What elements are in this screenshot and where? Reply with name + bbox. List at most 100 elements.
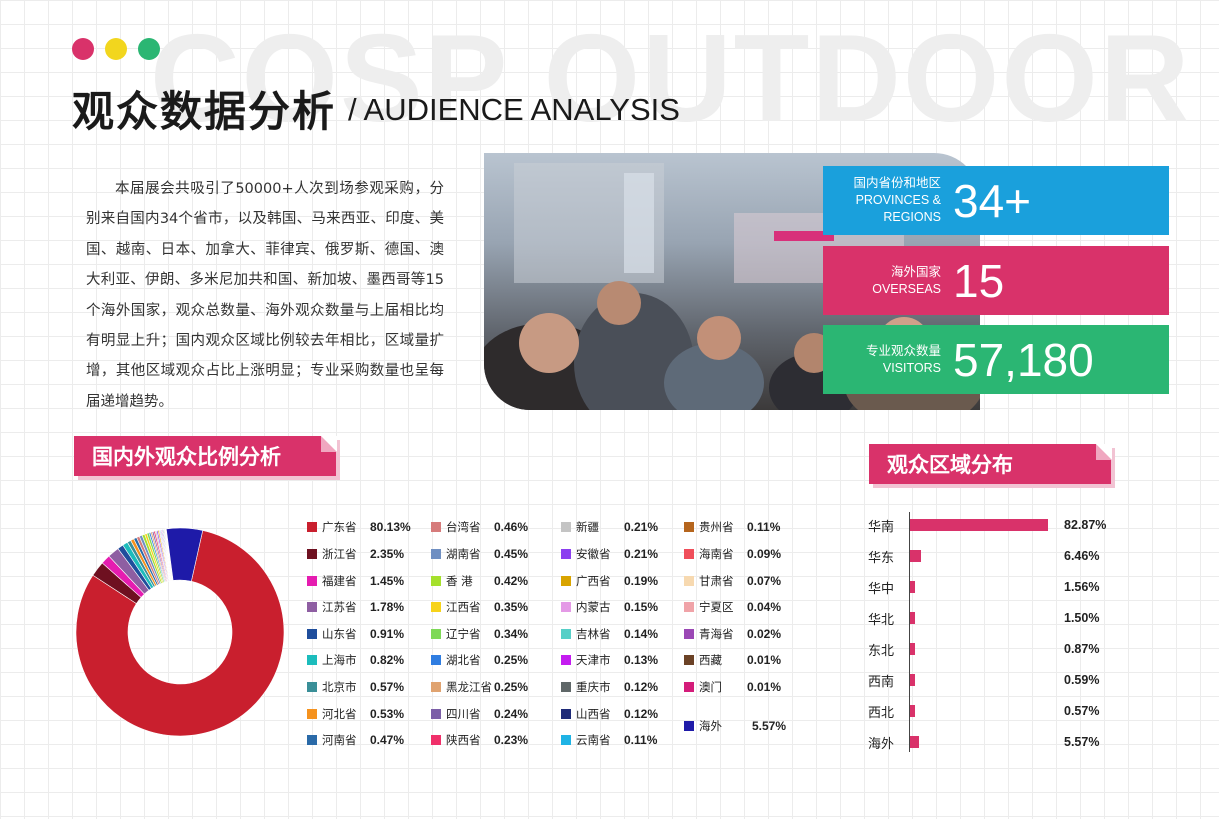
legend-value: 1.78% xyxy=(370,600,405,614)
donut-slice xyxy=(165,527,204,582)
region-bar xyxy=(910,705,915,717)
legend-swatch xyxy=(307,549,317,559)
section-header-region: 观众区域分布 xyxy=(869,444,1112,484)
legend-item: 贵州省 0.11% xyxy=(684,519,780,535)
legend-value: 0.42% xyxy=(494,574,529,588)
watermark-text: COSP OUTDOOR xyxy=(150,10,1192,148)
legend-value: 0.21% xyxy=(624,547,659,561)
legend-swatch xyxy=(431,709,441,719)
region-bar xyxy=(910,643,915,655)
legend-value: 0.04% xyxy=(747,600,782,614)
legend-swatch xyxy=(684,655,694,665)
legend-value: 0.07% xyxy=(747,574,782,588)
legend-label: 广东省 xyxy=(322,520,357,534)
legend-label: 湖南省 xyxy=(446,547,481,561)
legend-label: 上海市 xyxy=(322,653,357,667)
legend-swatch xyxy=(684,629,694,639)
region-value: 1.50% xyxy=(1064,611,1100,625)
legend-swatch xyxy=(684,721,694,731)
legend-swatch xyxy=(684,522,694,532)
legend-value: 1.45% xyxy=(370,574,405,588)
legend-item: 青海省 0.02% xyxy=(684,626,781,642)
legend-item: 吉林省 0.14% xyxy=(561,626,658,642)
legend-item: 山西省 0.12% xyxy=(561,706,658,722)
legend-label: 香 港 xyxy=(446,574,473,588)
legend-item: 新疆 0.21% xyxy=(561,519,658,535)
legend-label: 山西省 xyxy=(576,707,611,721)
page-title-cn: 观众数据分析 xyxy=(72,87,337,136)
region-value: 0.87% xyxy=(1064,642,1100,656)
legend-label: 江西省 xyxy=(446,600,481,614)
legend-value: 0.82% xyxy=(370,653,405,667)
legend-item: 黑龙江省 0.25% xyxy=(431,679,528,695)
legend-value: 0.02% xyxy=(747,627,782,641)
stat-visitors-value: 57,180 xyxy=(953,333,1094,386)
region-value: 5.57% xyxy=(1064,735,1100,749)
legend-item: 云南省 0.11% xyxy=(561,732,657,748)
legend-label: 西藏 xyxy=(699,653,722,667)
legend-item: 安徽省 0.21% xyxy=(561,546,658,562)
legend-item: 湖北省 0.25% xyxy=(431,652,528,668)
legend-item: 湖南省 0.45% xyxy=(431,546,528,562)
legend-label: 台湾省 xyxy=(446,520,481,534)
legend-value: 0.01% xyxy=(747,653,782,667)
legend-swatch xyxy=(561,602,571,612)
region-bar xyxy=(910,519,1048,531)
legend-item: 河北省 0.53% xyxy=(307,706,404,722)
legend-item: 台湾省 0.46% xyxy=(431,519,528,535)
legend-value: 0.46% xyxy=(494,520,529,534)
region-bar-row: 东北 0.87% xyxy=(868,639,1099,659)
legend-swatch xyxy=(307,735,317,745)
decor-dot-red xyxy=(72,38,94,60)
stat-provinces-label-cn: 国内省份和地区 xyxy=(853,176,941,190)
section-header-ratio: 国内外观众比例分析 xyxy=(74,436,337,476)
region-value: 1.56% xyxy=(1064,580,1100,594)
legend-item: 河南省 0.47% xyxy=(307,732,404,748)
legend-value: 0.47% xyxy=(370,733,405,747)
region-bar-row: 华东 6.46% xyxy=(868,546,1099,566)
legend-value: 0.25% xyxy=(494,680,529,694)
legend-item: 四川省 0.24% xyxy=(431,706,528,722)
legend-value: 0.09% xyxy=(747,547,782,561)
region-label: 华东 xyxy=(868,550,895,566)
donut-slice xyxy=(75,530,285,737)
stat-visitors: 专业观众数量 VISITORS 57,180 xyxy=(823,325,1169,394)
legend-swatch xyxy=(431,735,441,745)
legend-label: 吉林省 xyxy=(576,627,611,641)
legend-value: 0.45% xyxy=(494,547,529,561)
legend-label: 安徽省 xyxy=(576,547,611,561)
legend-swatch xyxy=(561,522,571,532)
legend-label: 青海省 xyxy=(699,627,734,641)
legend-value: 0.01% xyxy=(747,680,782,694)
legend-value: 0.11% xyxy=(747,520,781,534)
legend-item: 上海市 0.82% xyxy=(307,652,404,668)
stat-overseas-label-en: OVERSEAS xyxy=(872,281,941,296)
legend-swatch xyxy=(307,522,317,532)
legend-label: 陕西省 xyxy=(446,733,481,747)
legend-swatch xyxy=(561,576,571,586)
legend-swatch xyxy=(561,735,571,745)
legend-swatch xyxy=(431,655,441,665)
region-bar-row: 西南 0.59% xyxy=(868,670,1099,690)
legend-value: 0.15% xyxy=(624,600,659,614)
legend-value: 0.24% xyxy=(494,707,529,721)
region-label: 华中 xyxy=(868,581,895,597)
legend-swatch xyxy=(431,629,441,639)
legend-swatch xyxy=(307,709,317,719)
legend-swatch xyxy=(307,682,317,692)
region-axis-line xyxy=(909,512,910,752)
region-bar-row: 华中 1.56% xyxy=(868,577,1099,597)
legend-label: 山东省 xyxy=(322,627,357,641)
legend-item: 辽宁省 0.34% xyxy=(431,626,528,642)
section-title-ratio: 国内外观众比例分析 xyxy=(92,445,281,469)
region-label: 西南 xyxy=(868,674,895,690)
legend-label: 四川省 xyxy=(446,707,481,721)
legend-value: 0.53% xyxy=(370,707,405,721)
stat-visitors-label-en: VISITORS xyxy=(882,360,941,375)
legend-value: 0.19% xyxy=(624,574,659,588)
legend-label: 福建省 xyxy=(322,574,357,588)
legend-value: 0.14% xyxy=(624,627,659,641)
decor-dot-yellow xyxy=(105,38,127,60)
region-bar xyxy=(910,612,915,624)
legend-swatch xyxy=(431,522,441,532)
